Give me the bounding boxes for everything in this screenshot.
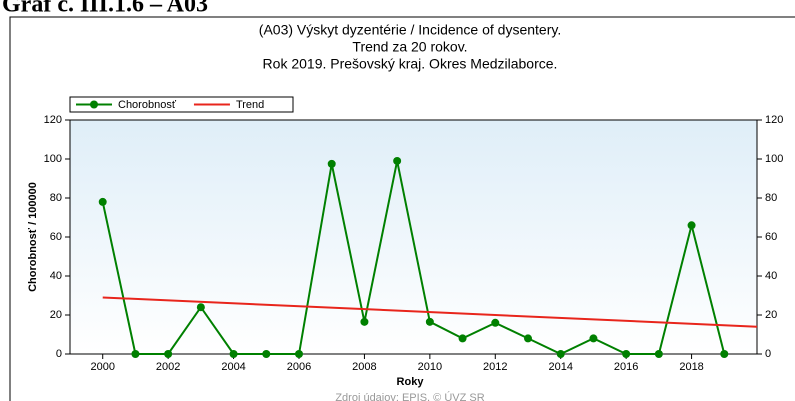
y-tick-label: 80 bbox=[50, 192, 62, 204]
point bbox=[524, 334, 532, 343]
y2-tick-label: 100 bbox=[765, 153, 783, 165]
point bbox=[458, 334, 467, 343]
point bbox=[229, 350, 238, 358]
chart-title: Trend za 20 rokov. bbox=[352, 39, 467, 55]
x-tick-label: 2010 bbox=[418, 361, 442, 373]
point bbox=[295, 350, 303, 358]
y-tick-label: 60 bbox=[50, 231, 62, 243]
x-tick-label: 2004 bbox=[221, 361, 245, 373]
legend-label: Trend bbox=[236, 99, 264, 111]
point bbox=[556, 350, 565, 358]
x-tick-label: 2002 bbox=[156, 361, 180, 373]
y-axis-label: Chorobnosť / 100000 bbox=[27, 182, 39, 292]
point bbox=[393, 156, 402, 165]
y-tick-label: 40 bbox=[50, 270, 62, 282]
point bbox=[687, 221, 696, 230]
x-tick-label: 2006 bbox=[287, 361, 311, 373]
y-tick-label: 100 bbox=[44, 153, 62, 165]
point bbox=[425, 317, 434, 326]
x-tick-label: 2016 bbox=[614, 361, 638, 373]
y2-tick-label: 60 bbox=[765, 231, 777, 243]
point bbox=[622, 350, 631, 358]
series-line bbox=[102, 296, 758, 328]
point bbox=[654, 350, 663, 358]
source: Zdroj údajov: EPIS, © ÚVZ SR bbox=[335, 391, 484, 401]
point bbox=[196, 303, 205, 312]
chart-title: Rok 2019. Prešovský kraj. Okres Medzilab… bbox=[263, 56, 558, 72]
y2-tick-label: 40 bbox=[765, 270, 777, 282]
point bbox=[589, 334, 598, 343]
legend-label: Chorobnosť bbox=[118, 99, 177, 111]
x-axis-label: Roky bbox=[397, 376, 425, 388]
y2-tick-label: 0 bbox=[765, 348, 771, 360]
y-tick-label: 20 bbox=[50, 309, 62, 321]
point bbox=[98, 197, 107, 206]
point bbox=[720, 350, 729, 358]
point bbox=[164, 350, 173, 358]
y2-tick-label: 120 bbox=[765, 114, 783, 126]
x-tick-label: 2000 bbox=[90, 361, 114, 373]
point bbox=[131, 350, 140, 358]
x-tick-label: 2012 bbox=[483, 361, 507, 373]
y-tick-label: 120 bbox=[44, 114, 62, 126]
x-tick-label: 2008 bbox=[352, 361, 376, 373]
y2-tick-label: 80 bbox=[765, 192, 777, 204]
x-tick-label: 2014 bbox=[548, 361, 572, 373]
point bbox=[327, 159, 336, 168]
y2-tick-label: 20 bbox=[765, 309, 777, 321]
x-tick-label: 2018 bbox=[679, 361, 703, 373]
heading: Graf č. III.1.6 – A03 bbox=[2, 0, 208, 18]
legend bbox=[69, 96, 294, 113]
point bbox=[491, 318, 500, 327]
chart-title: (A03) Výskyt dyzentérie / Incidence of d… bbox=[259, 22, 561, 38]
series-line bbox=[101, 160, 726, 356]
y-tick-label: 0 bbox=[56, 348, 62, 360]
point bbox=[262, 350, 271, 358]
legend-marker bbox=[90, 100, 98, 109]
point bbox=[360, 317, 369, 326]
